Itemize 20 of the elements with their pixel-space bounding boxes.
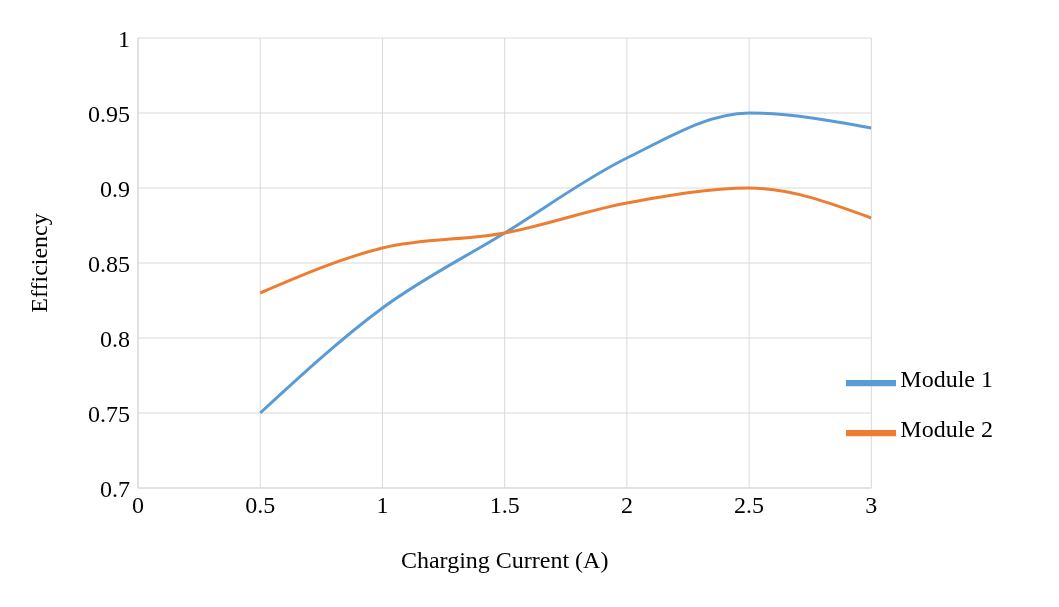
y-tick-label: 1 <box>118 25 130 52</box>
x-tick-label: 2 <box>620 492 633 519</box>
line-series <box>258 186 872 295</box>
x-tick-label: 1 <box>376 492 389 519</box>
x-tick-label: 0.5 <box>245 492 276 519</box>
x-tick-label: 2.5 <box>734 492 765 519</box>
x-tick-label: 1.5 <box>489 492 520 519</box>
legend-label: Module 1 <box>900 365 993 392</box>
y-tick-label: 0.7 <box>100 475 130 502</box>
legend-label: Module 2 <box>900 415 993 442</box>
y-axis-title: Efficiency <box>25 213 52 313</box>
line-series <box>258 111 872 415</box>
y-tick-label: 0.95 <box>88 100 130 127</box>
x-tick-label: 0 <box>132 492 144 519</box>
y-tick-label: 0.85 <box>88 250 130 277</box>
y-tick-label: 0.75 <box>88 400 130 427</box>
y-tick-label: 0.9 <box>100 175 130 202</box>
y-tick-label: 0.8 <box>100 325 130 352</box>
x-axis-title: Charging Current (A) <box>400 547 609 573</box>
x-tick-label: 3 <box>865 492 878 519</box>
